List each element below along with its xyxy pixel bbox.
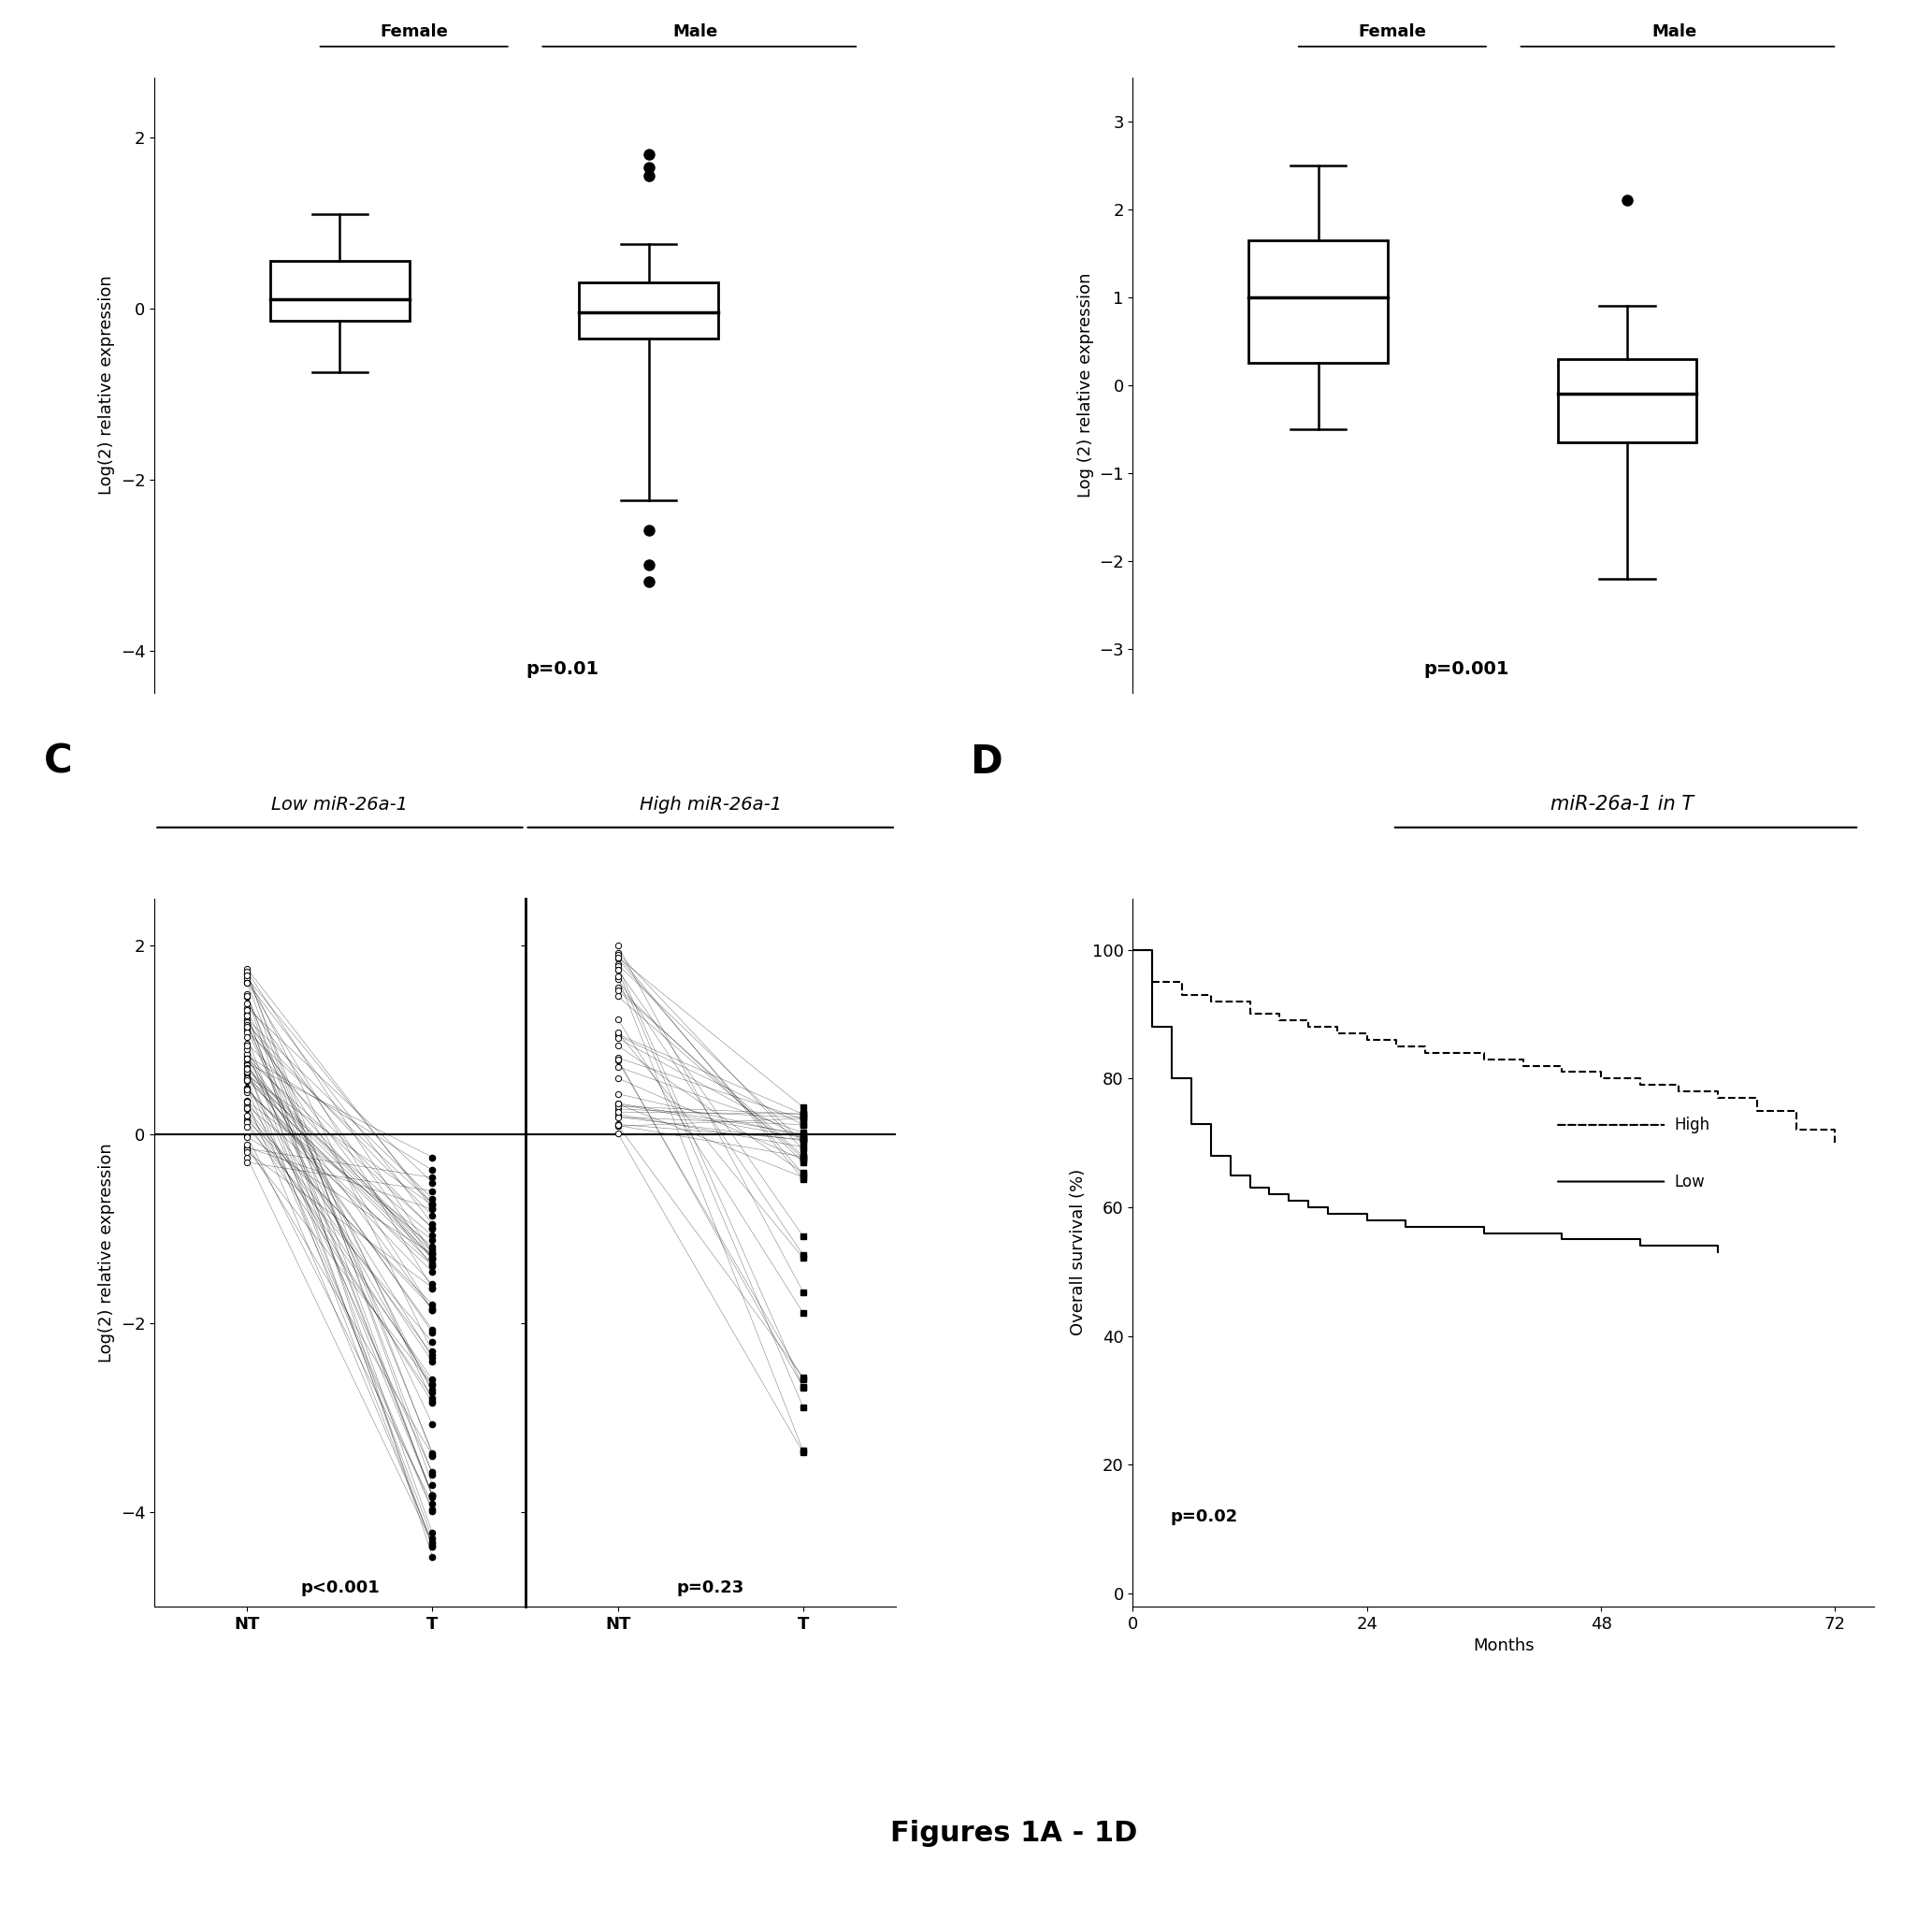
Text: Male: Male [672,23,719,41]
Text: p<0.001: p<0.001 [299,1578,379,1596]
Y-axis label: Overall survival (%): Overall survival (%) [1070,1169,1088,1335]
Text: p=0.01: p=0.01 [526,661,599,678]
Y-axis label: Log(2) relative expression: Log(2) relative expression [99,276,116,495]
Text: High miR-26a-1: High miR-26a-1 [639,796,782,813]
Text: D: D [970,742,1003,782]
Bar [1248,240,1387,363]
X-axis label: Months: Months [1472,1638,1534,1654]
Y-axis label: Log(2) relative expression: Log(2) relative expression [99,1142,116,1362]
Bar [270,261,410,321]
Text: p=0.001: p=0.001 [1424,661,1509,678]
Text: C: C [43,742,71,782]
Bar [1557,359,1696,442]
Text: Low: Low [1673,1173,1704,1190]
Bar [580,282,719,338]
Text: Female: Female [1358,23,1426,41]
Text: Male: Male [1652,23,1696,41]
Text: Female: Female [381,23,448,41]
Text: Low miR-26a-1: Low miR-26a-1 [272,796,408,813]
Y-axis label: Log (2) relative expression: Log (2) relative expression [1076,272,1094,498]
Text: High: High [1673,1117,1710,1134]
Text: p=0.02: p=0.02 [1171,1509,1238,1524]
Text: Figures 1A - 1D: Figures 1A - 1D [891,1820,1138,1847]
Text: p=0.23: p=0.23 [676,1578,744,1596]
Text: miR-26a-1 in T: miR-26a-1 in T [1551,794,1694,813]
